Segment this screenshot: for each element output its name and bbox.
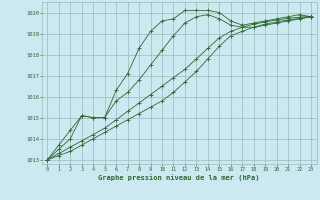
X-axis label: Graphe pression niveau de la mer (hPa): Graphe pression niveau de la mer (hPa) [99,175,260,181]
